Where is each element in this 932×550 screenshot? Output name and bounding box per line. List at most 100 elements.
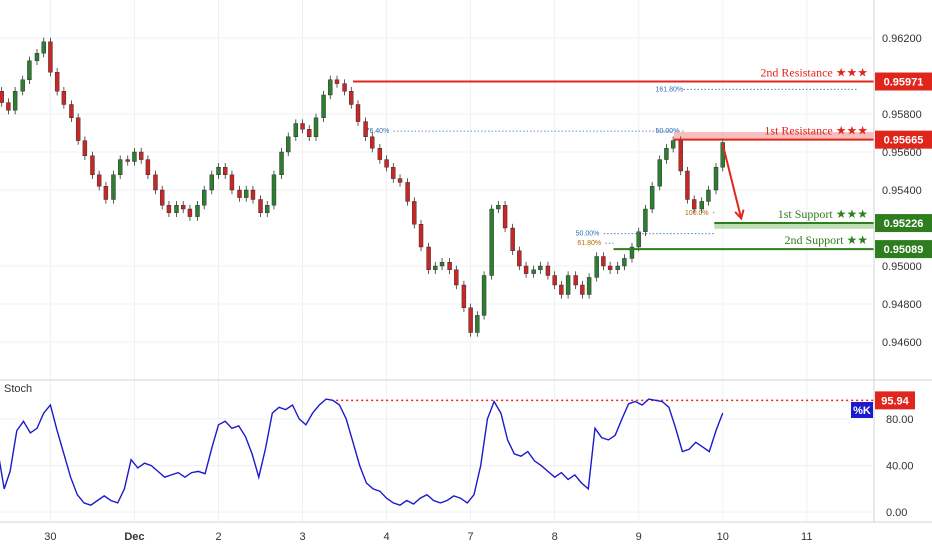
candle-body bbox=[559, 284, 564, 295]
candle-body bbox=[61, 90, 67, 105]
candle-body bbox=[475, 315, 480, 333]
candle-body bbox=[313, 117, 319, 138]
candle-body bbox=[202, 189, 207, 206]
candle-body bbox=[159, 189, 165, 206]
candle bbox=[412, 197, 417, 229]
candle-body bbox=[181, 204, 186, 210]
candle-body bbox=[468, 307, 473, 333]
candle bbox=[174, 201, 179, 217]
candle bbox=[607, 261, 613, 274]
level-price-text: 0.95226 bbox=[884, 218, 924, 230]
candle-body bbox=[132, 151, 137, 162]
candle-body bbox=[0, 90, 4, 103]
candle bbox=[27, 56, 32, 84]
time-tick-label: Dec bbox=[124, 531, 144, 543]
candle-body bbox=[265, 204, 270, 213]
candle-body bbox=[461, 284, 467, 308]
candle-body bbox=[174, 204, 179, 213]
candle-body bbox=[454, 269, 459, 286]
price-tick-label: 0.95600 bbox=[882, 147, 922, 159]
candle bbox=[502, 201, 508, 233]
candle-body bbox=[334, 79, 340, 84]
candle bbox=[166, 201, 172, 217]
candle bbox=[271, 170, 277, 210]
candle bbox=[300, 119, 305, 134]
fib-label: 76.40% bbox=[366, 128, 390, 135]
candle bbox=[489, 204, 494, 280]
candle bbox=[426, 242, 431, 274]
candle-body bbox=[20, 79, 25, 92]
candle bbox=[20, 75, 25, 96]
candle bbox=[103, 182, 109, 204]
candle bbox=[96, 170, 102, 191]
candle-body bbox=[433, 265, 438, 270]
support-resistance-zones bbox=[673, 132, 874, 229]
stochastic-pane: Stoch 95.94 %K 80.00 40.00 0.00 bbox=[0, 383, 915, 519]
candle bbox=[202, 185, 207, 210]
candle bbox=[258, 195, 263, 217]
candle-body bbox=[502, 204, 508, 229]
level-price-text: 0.95665 bbox=[884, 135, 924, 147]
candle bbox=[195, 201, 200, 221]
candle-body bbox=[82, 140, 88, 157]
candle-body bbox=[96, 174, 102, 187]
candle bbox=[447, 258, 452, 274]
level-1: 2nd Resistance ★★★ 0.95971 bbox=[352, 66, 932, 91]
candle bbox=[622, 254, 627, 271]
candle bbox=[439, 258, 445, 271]
candle-body bbox=[664, 147, 669, 160]
candle-body bbox=[565, 275, 571, 295]
candle-body bbox=[594, 256, 599, 278]
candle bbox=[523, 261, 529, 278]
candle-body bbox=[41, 41, 46, 54]
candle bbox=[678, 136, 683, 176]
candle-body bbox=[355, 104, 361, 122]
candle-body bbox=[300, 123, 305, 130]
candle-body bbox=[384, 159, 389, 168]
candle bbox=[54, 68, 60, 96]
projection-arrow bbox=[721, 144, 745, 221]
candle-body bbox=[237, 189, 242, 198]
level-price-tag bbox=[875, 130, 932, 149]
level-label: 2nd Support ★★ bbox=[784, 233, 868, 247]
candle bbox=[229, 170, 235, 195]
candle-body bbox=[678, 140, 683, 172]
candle bbox=[649, 182, 655, 214]
candle-body bbox=[397, 178, 403, 183]
stoch-k-line bbox=[0, 398, 724, 506]
candle bbox=[307, 125, 312, 141]
candle-body bbox=[258, 199, 263, 214]
candle-body bbox=[69, 104, 74, 119]
candle bbox=[699, 197, 704, 214]
candle-body bbox=[125, 159, 130, 162]
candle-body bbox=[412, 201, 417, 225]
stoch-level-text: 95.94 bbox=[881, 395, 909, 407]
candle bbox=[433, 261, 438, 274]
candle bbox=[713, 163, 719, 195]
candle-body bbox=[153, 174, 158, 191]
candle-body bbox=[481, 275, 487, 316]
candle-body bbox=[209, 174, 214, 191]
candle bbox=[538, 261, 543, 274]
candle-body bbox=[426, 246, 431, 270]
candle bbox=[720, 138, 725, 172]
candle bbox=[286, 132, 291, 157]
candle-body bbox=[580, 284, 585, 295]
level-label: 1st Resistance ★★★ bbox=[764, 124, 868, 138]
candle bbox=[706, 185, 711, 206]
candle-body bbox=[489, 208, 494, 276]
stoch-level-tag bbox=[875, 391, 915, 410]
candle-body bbox=[111, 174, 116, 200]
candle bbox=[405, 178, 410, 206]
candle bbox=[475, 311, 480, 337]
candle-body bbox=[573, 275, 578, 286]
candle-body bbox=[607, 265, 613, 270]
candle-body bbox=[685, 170, 690, 200]
candle bbox=[250, 185, 256, 204]
time-tick-label: 11 bbox=[801, 531, 812, 543]
candle-body bbox=[643, 208, 648, 232]
candle-body bbox=[636, 231, 641, 248]
candle bbox=[370, 132, 375, 153]
level-2: 1st Resistance ★★★ 0.95665 bbox=[673, 124, 932, 149]
